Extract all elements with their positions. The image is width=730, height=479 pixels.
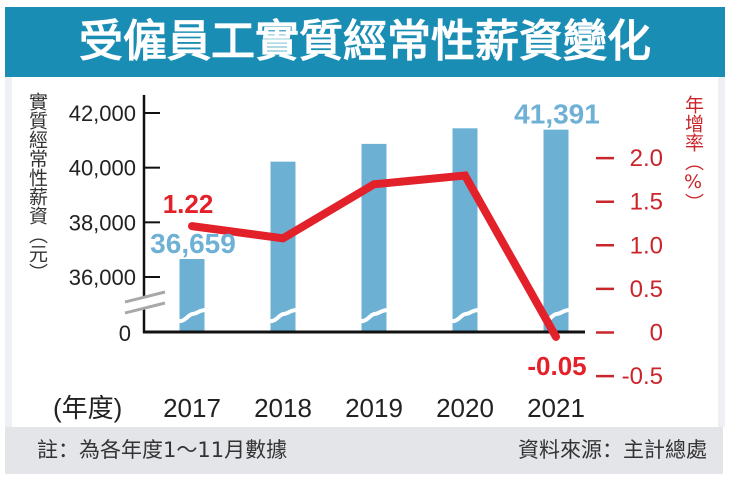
x-tick-label-2020: 2020 — [436, 393, 494, 423]
footer-band: 註：為各年度1～11月數據 資料來源：主計總處 — [5, 427, 723, 474]
axis-break-mark-upper — [124, 290, 166, 304]
right-tick-label: -0.5 — [622, 363, 663, 390]
bar-2018 — [270, 161, 296, 332]
bar-2021 — [543, 129, 569, 332]
line-point-2019 — [370, 180, 378, 188]
line-point-2021 — [552, 333, 560, 341]
left-tick-label: 42,000 — [69, 101, 136, 126]
line-data-label-2017: 1.22 — [163, 189, 214, 219]
right-tick-label: 1.5 — [630, 189, 663, 216]
x-tick-label-2019: 2019 — [345, 393, 403, 423]
x-tick-label-2021: 2021 — [527, 393, 585, 423]
chart-title: 受僱員工實質經常性薪資變化 — [79, 16, 651, 67]
line-data-label-2021: -0.05 — [527, 351, 586, 381]
right-tick-label: 0 — [650, 320, 663, 347]
footer-note: 註：為各年度1～11月數據 — [37, 438, 288, 462]
x-axis-title: (年度) — [53, 393, 122, 423]
left-tick-label: 40,000 — [69, 156, 136, 181]
right-border-strip — [718, 77, 725, 427]
left-border-strip — [5, 77, 12, 427]
right-axis-title: 年增率（%） — [682, 95, 704, 212]
line-point-2018 — [279, 234, 287, 242]
bar-break-wave-2020 — [451, 308, 479, 324]
x-tick-label-2018: 2018 — [254, 393, 312, 423]
bar-2020 — [452, 128, 478, 332]
x-tick-label-2017: 2017 — [163, 393, 221, 423]
bar-break-wave-2017 — [178, 308, 206, 324]
bar-data-label-2021: 41,391 — [514, 99, 600, 130]
bar-break-wave-2018 — [269, 308, 297, 324]
title-bar: 受僱員工實質經常性薪資變化 — [5, 7, 725, 77]
right-tick-label: 2.0 — [630, 145, 663, 172]
right-tick-label: 0.5 — [630, 276, 663, 303]
left-tick-label: 38,000 — [69, 210, 136, 235]
line-point-2020 — [461, 172, 469, 180]
left-zero-label: 0 — [119, 321, 131, 346]
bar-data-label-2017: 36,659 — [150, 228, 236, 259]
axis-break-mark-lower — [124, 301, 166, 315]
right-tick-label: 1.0 — [630, 232, 663, 259]
left-axis-title: 實質經常性薪資（元） — [26, 92, 48, 282]
bar-2019 — [361, 143, 387, 332]
left-tick-label: 36,000 — [69, 265, 136, 290]
bar-break-wave-2019 — [360, 308, 388, 324]
footer-source: 資料來源：主計總處 — [518, 438, 707, 462]
line-point-2017 — [188, 222, 196, 230]
